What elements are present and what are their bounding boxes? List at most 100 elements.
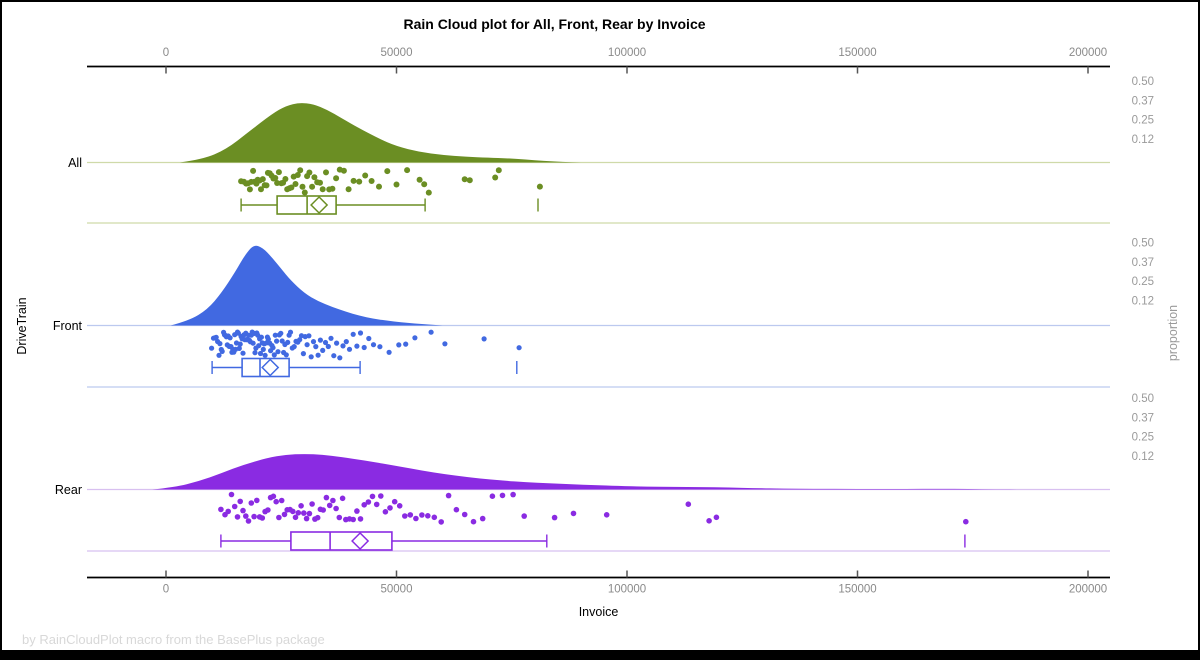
data-point-rear (510, 491, 516, 498)
data-point-all (301, 189, 308, 196)
chart-title: Rain Cloud plot for All, Front, Rear by … (403, 16, 706, 32)
data-point-all (492, 174, 499, 181)
data-point-rear (382, 509, 389, 515)
data-point-all (416, 176, 423, 183)
data-point-front (412, 335, 418, 341)
data-point-rear (551, 514, 558, 521)
data-point-front (213, 334, 219, 340)
data-point-rear (323, 494, 330, 501)
data-point-rear (336, 514, 343, 521)
data-point-all (466, 177, 473, 184)
data-point-rear (425, 513, 431, 519)
data-point-rear (298, 503, 304, 509)
data-point-front (343, 339, 349, 345)
data-point-rear (339, 495, 346, 502)
top-axis-tick-label: 150000 (838, 47, 876, 59)
proportion-tick-label: 0.37 (1132, 257, 1154, 269)
data-point-rear (685, 501, 692, 508)
data-point-all (272, 175, 279, 181)
data-point-rear (431, 514, 438, 521)
bottom-axis-tick-label: 150000 (838, 584, 876, 596)
data-point-front (257, 350, 264, 357)
data-point-all (282, 176, 289, 182)
proportion-tick-label: 0.12 (1132, 451, 1154, 463)
data-point-all (319, 186, 326, 193)
mean-diamond-front (261, 358, 280, 377)
data-point-rear (314, 514, 321, 521)
data-point-all (275, 169, 282, 176)
data-point-front (357, 330, 364, 336)
data-point-rear (330, 497, 336, 504)
data-point-front (219, 348, 225, 354)
data-point-front (481, 336, 487, 342)
data-point-rear (369, 493, 376, 500)
data-point-rear (270, 493, 277, 500)
data-point-front (337, 355, 343, 361)
data-point-rear (396, 503, 403, 509)
data-point-front (320, 347, 326, 353)
data-point-all (329, 185, 336, 192)
data-point-rear (254, 497, 260, 504)
data-point-front (310, 339, 317, 345)
data-point-rear (402, 513, 408, 519)
data-point-rear (499, 492, 506, 499)
data-point-all (536, 183, 543, 190)
data-point-rear (292, 514, 299, 521)
data-point-front (287, 329, 294, 335)
mean-diamond-all (310, 195, 329, 215)
data-point-rear (407, 512, 414, 518)
data-point-rear (387, 505, 393, 511)
data-point-all (350, 177, 357, 184)
data-point-front (370, 342, 377, 348)
data-point-rear (713, 514, 720, 521)
bottom-axis-tick-label: 100000 (608, 584, 646, 596)
data-point-rear (218, 506, 224, 513)
data-point-all (368, 178, 375, 184)
data-point-front (331, 353, 337, 359)
data-point-front (350, 331, 356, 337)
density-curve-rear (152, 454, 1024, 490)
data-point-front (262, 352, 268, 358)
data-point-all (345, 186, 352, 193)
data-point-front (209, 345, 215, 351)
top-axis-tick-label: 0 (163, 47, 169, 59)
data-point-rear (373, 501, 380, 508)
data-point-front (516, 345, 522, 351)
data-point-front (304, 342, 310, 348)
proportion-tick-label: 0.12 (1132, 295, 1154, 307)
bottom-axis-tick-label: 200000 (1069, 584, 1107, 596)
data-point-rear (445, 492, 452, 499)
data-point-all (393, 181, 400, 188)
category-label-front: Front (53, 319, 83, 333)
data-point-all (309, 183, 316, 190)
data-point-front (260, 346, 266, 352)
density-curve-all (179, 103, 581, 163)
data-point-front (252, 350, 258, 356)
proportion-tick-label: 0.50 (1132, 393, 1154, 405)
data-point-rear (453, 506, 460, 513)
data-point-rear (354, 508, 360, 514)
proportion-tick-label: 0.50 (1132, 238, 1154, 250)
data-point-front (322, 339, 329, 346)
data-point-front (275, 349, 281, 355)
data-point-rear (333, 505, 339, 512)
data-point-rear (248, 500, 255, 506)
data-point-all (362, 172, 369, 179)
data-point-front (317, 337, 323, 343)
data-point-rear (234, 514, 241, 520)
data-point-front (237, 341, 243, 347)
data-point-front (325, 343, 331, 350)
data-point-front (403, 341, 409, 347)
data-point-front (361, 344, 367, 351)
data-point-front (386, 349, 392, 355)
data-point-front (313, 344, 319, 350)
data-point-rear (303, 515, 310, 522)
data-point-rear (963, 518, 969, 525)
data-point-front (297, 337, 303, 343)
data-point-rear (419, 512, 425, 518)
data-point-all (288, 184, 295, 191)
top-axis-tick-label: 100000 (608, 47, 646, 59)
data-point-front (346, 346, 353, 352)
data-point-all (317, 179, 323, 186)
